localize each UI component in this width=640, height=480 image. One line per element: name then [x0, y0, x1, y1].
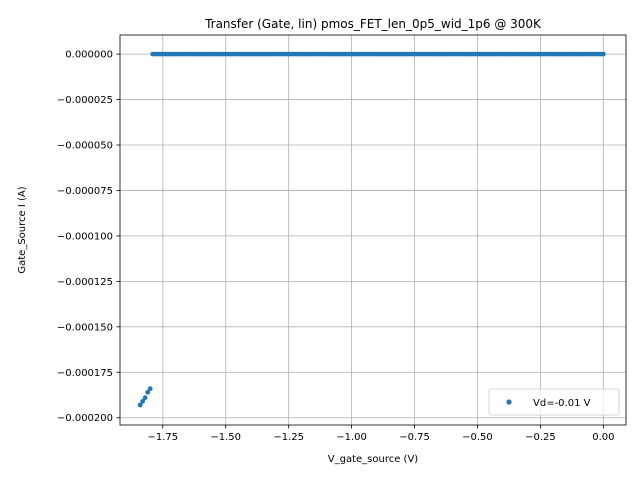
x-tick-label: 0.00: [592, 432, 614, 443]
x-tick-label: −1.00: [336, 432, 367, 443]
data-points: [137, 51, 606, 408]
legend: Vd=-0.01 V: [488, 388, 620, 416]
y-axis-label: Gate_Source I (A): [17, 186, 28, 273]
x-tick-label: −1.75: [147, 432, 178, 443]
data-point: [145, 389, 151, 395]
data-point: [140, 398, 146, 404]
x-tick-label: −0.50: [462, 432, 493, 443]
plot-frame: [119, 34, 627, 426]
x-axis-label: V_gate_source (V): [328, 454, 419, 465]
legend-marker: [506, 399, 512, 405]
y-axis-ticks: 0.000000 −0.000025 −0.000050 −0.000075 −0.00…: [57, 50, 120, 424]
x-tick-label: −0.75: [399, 432, 430, 443]
y-tick-label: −0.000050: [57, 141, 113, 152]
data-point: [600, 51, 606, 57]
chart-title: Transfer (Gate, lin) pmos_FET_len_0p5_wi…: [204, 17, 542, 31]
y-tick-label: 0.000000: [65, 50, 113, 61]
x-tick-label: −1.50: [210, 432, 241, 443]
data-point: [137, 402, 143, 408]
y-tick-label: −0.000150: [57, 322, 113, 333]
y-tick-label: −0.000200: [57, 413, 113, 424]
x-tick-label: −1.25: [273, 432, 304, 443]
x-tick-label: −0.25: [525, 432, 556, 443]
data-point: [147, 386, 153, 392]
y-tick-label: −0.000125: [57, 277, 113, 288]
legend-label: Vd=-0.01 V: [533, 398, 591, 409]
data-point: [142, 395, 148, 401]
x-axis-ticks: −1.75 −1.50 −1.25 −1.00 −0.75 −0.50 −0.25 0.00: [147, 425, 614, 443]
y-tick-label: −0.000025: [57, 95, 113, 106]
y-tick-label: −0.000100: [57, 231, 113, 242]
y-tick-label: −0.000175: [57, 368, 113, 379]
y-tick-label: −0.000075: [57, 186, 113, 197]
legend-box: [488, 388, 620, 416]
